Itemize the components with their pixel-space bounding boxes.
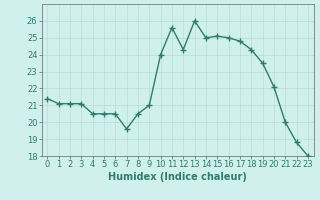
X-axis label: Humidex (Indice chaleur): Humidex (Indice chaleur): [108, 172, 247, 182]
